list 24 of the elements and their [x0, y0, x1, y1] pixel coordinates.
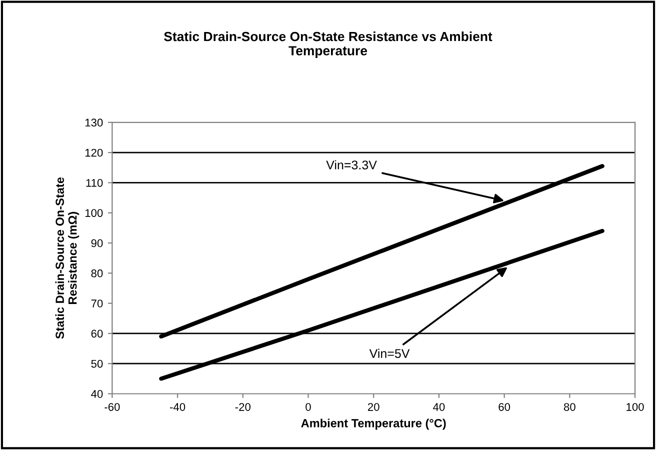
- y-tick-label: 90: [91, 239, 103, 248]
- x-tick-label: -60: [104, 403, 120, 411]
- y-tick-label: 70: [91, 300, 103, 308]
- y-axis-title: Static Drain-Source On-State Resistance (mΩ): [55, 177, 80, 339]
- x-tick-label: -40: [170, 403, 186, 411]
- y-tick-label: 100: [85, 209, 103, 217]
- annotation: Vin=5V: [369, 348, 410, 358]
- y-tick-label: 60: [91, 330, 103, 338]
- x-tick-label: -20: [235, 403, 250, 411]
- x-tick-label: 100: [626, 403, 644, 411]
- x-tick-label: 20: [368, 403, 380, 411]
- y-tick-label: 40: [91, 390, 103, 398]
- x-tick-label: 60: [498, 403, 510, 411]
- x-tick-label: 80: [564, 403, 576, 411]
- y-tick-label: 80: [91, 269, 103, 278]
- x-tick-label: 40: [433, 403, 445, 411]
- chart-title: Static Drain-Source On-State Resistance vs Ambient Temperature: [164, 32, 492, 58]
- x-tick-label: 0: [306, 403, 311, 411]
- y-tick-label: 130: [85, 118, 103, 127]
- y-tick-label: 110: [86, 178, 103, 187]
- annotation: Vin=3.3V: [326, 160, 377, 170]
- y-tick-label: 120: [85, 148, 103, 157]
- y-tick-label: 50: [91, 360, 103, 368]
- x-axis-title: Ambient Temperature (°C): [301, 418, 446, 430]
